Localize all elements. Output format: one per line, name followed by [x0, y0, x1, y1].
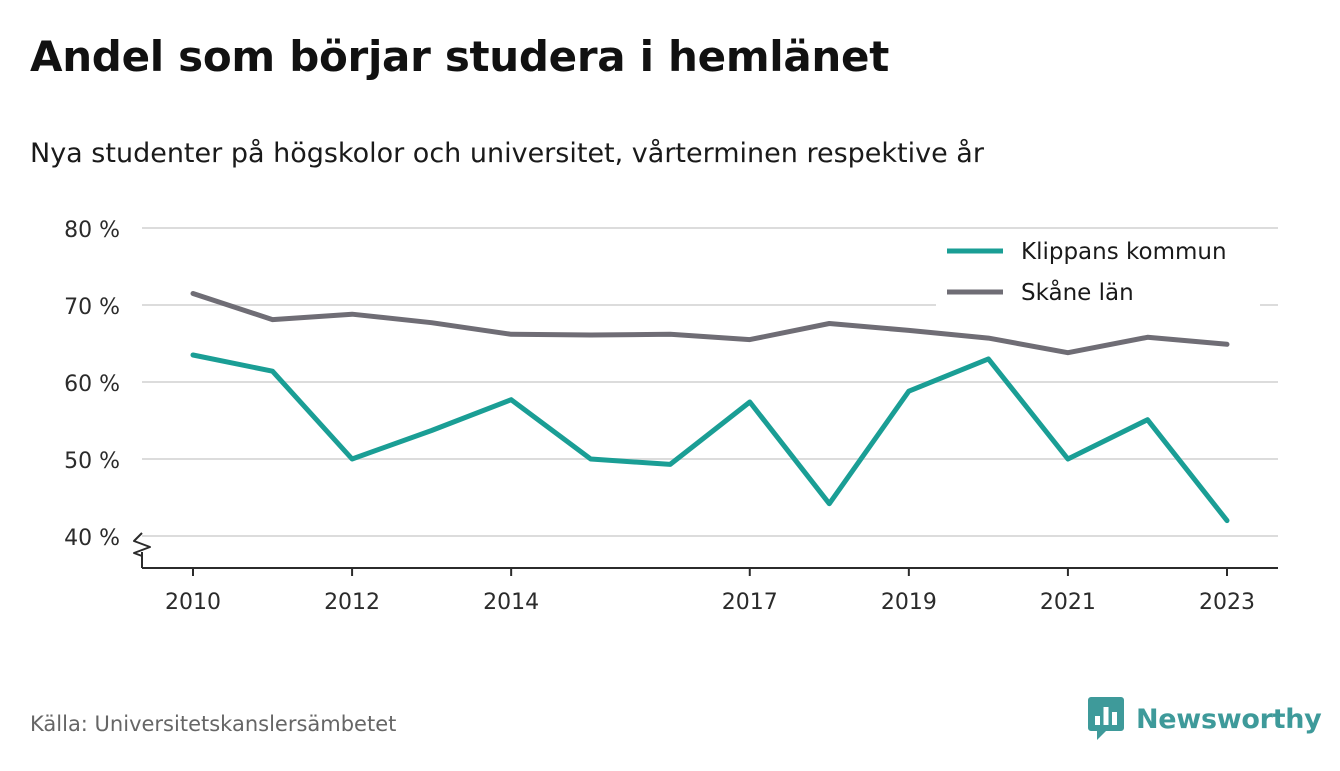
x-tick-label: 2021 — [1040, 590, 1096, 615]
legend-label: Skåne län — [1021, 278, 1134, 306]
brand-name: Newsworthy — [1136, 703, 1322, 735]
y-tick-label: 50 % — [64, 449, 120, 474]
brand-logo: Newsworthy — [1088, 696, 1322, 742]
y-tick-label: 80 % — [64, 218, 120, 243]
x-tick-label: 2019 — [881, 590, 937, 615]
source-note: Källa: Universitetskanslersämbetet — [30, 712, 397, 736]
y-tick-label: 40 % — [64, 526, 120, 551]
newsworthy-logo-icon — [1088, 697, 1124, 740]
x-tick-label: 2023 — [1199, 590, 1255, 615]
legend-label: Klippans kommun — [1021, 239, 1227, 265]
y-axis-break — [133, 532, 151, 557]
chart-subtitle: Nya studenter på högskolor och universit… — [30, 138, 984, 169]
y-tick-label: 60 % — [64, 372, 120, 397]
x-tick-label: 2010 — [165, 590, 221, 615]
x-tick-label: 2017 — [722, 590, 778, 615]
chart-title: Andel som börjar studera i hemlänet — [30, 32, 889, 81]
x-tick-label: 2014 — [483, 590, 539, 615]
y-tick-label: 70 % — [64, 295, 120, 320]
x-tick-label: 2012 — [324, 590, 380, 615]
series-line-skåne-län — [190, 291, 1230, 356]
series-line-klippans-kommun — [190, 352, 1230, 524]
